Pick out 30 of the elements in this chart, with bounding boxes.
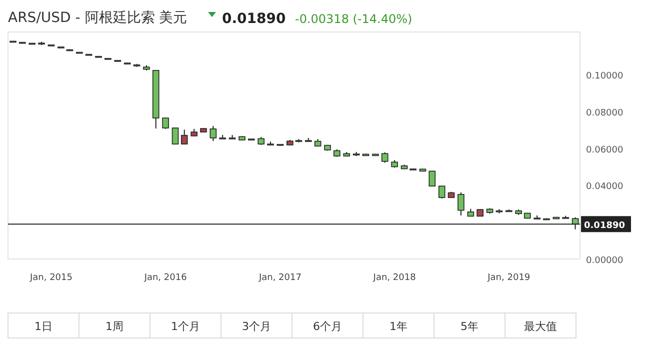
text: -0.00318 (-14.40%) (295, 12, 412, 26)
candlestick (428, 170, 436, 187)
x-tick-label: Jan, 2016 (143, 273, 188, 283)
candlestick (180, 129, 188, 145)
text: 1日 (34, 320, 52, 333)
text: 5年 (460, 320, 478, 333)
y-tick-label: 0.06000 (586, 145, 624, 156)
x-tick-label: Jan, 2018 (372, 273, 416, 283)
chart-subtitle: 0.01890 (222, 11, 286, 27)
text: 1年 (390, 320, 408, 333)
candlestick (172, 127, 179, 145)
candlestick (458, 192, 464, 216)
text: 3个月 (242, 320, 271, 333)
candlestick (438, 185, 446, 199)
chart-title: ARS/USD - 阿根廷比索 美元 (8, 10, 188, 26)
text: 1个月 (171, 320, 200, 333)
x-tick-label: Jan, 2015 (28, 273, 72, 283)
y-tick-label: 0.08000 (586, 108, 624, 118)
candlestick (381, 152, 388, 164)
y-tick-label: 0.10000 (586, 71, 624, 82)
candlestick (210, 125, 217, 142)
candlestick (162, 117, 169, 130)
x-tick-label: Jan, 2019 (486, 273, 530, 283)
x-tick-label: Jan, 2017 (258, 273, 302, 283)
text: 1周 (106, 320, 124, 333)
y-tick-label: 0.04000 (586, 182, 624, 192)
ref-line-label: 0.01890 (584, 221, 625, 232)
text: 最大值 (524, 320, 557, 333)
text: 6个月 (313, 320, 342, 333)
y-tick-label: 0.00000 (586, 256, 624, 266)
